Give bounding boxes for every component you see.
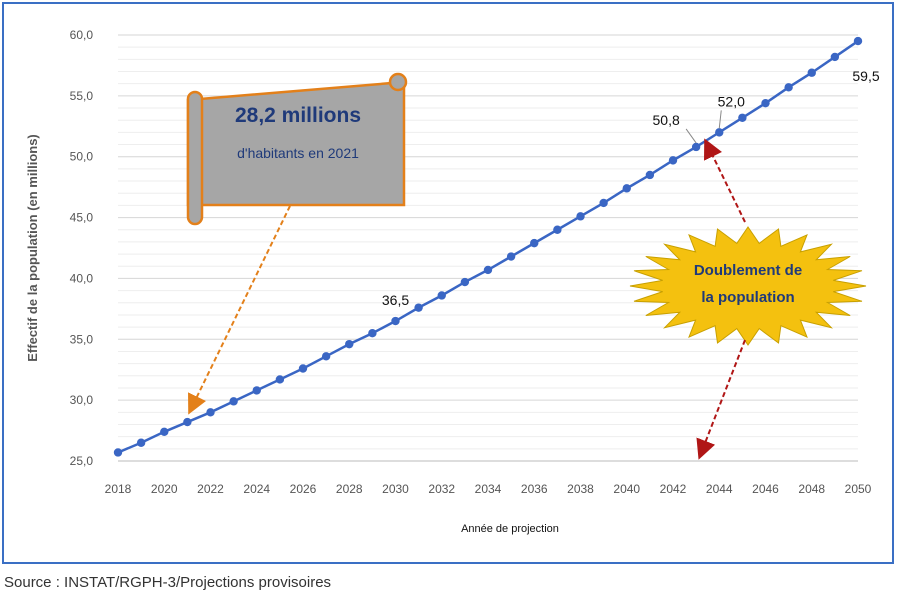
data-point [691, 142, 701, 152]
burst-callout-line1: Doublement de [694, 262, 802, 279]
x-tick-label: 2040 [613, 482, 640, 496]
scroll-callout: 28,2 millions d'habitants en 2021 [186, 72, 408, 226]
burst-callout: Doublement de la population [629, 226, 867, 346]
data-point [715, 128, 724, 137]
x-tick-label: 2050 [845, 482, 872, 496]
data-point [645, 170, 655, 180]
orange-arrow [188, 205, 291, 415]
y-tick-label: 35,0 [70, 332, 94, 346]
x-axis-ticks: 2018 2020 2022 2024 2026 2028 2030 2032 2034 2036… [105, 460, 872, 496]
y-tick-label: 60,0 [70, 28, 94, 42]
population-chart: 25,0 30,0 35,0 40,0 45,0 50,0 55,0 60,0 2018 202… [25, 28, 880, 535]
x-tick-label: 2042 [660, 482, 687, 496]
x-tick-label: 2044 [706, 482, 733, 496]
data-point [414, 303, 423, 312]
data-point [183, 417, 192, 427]
y-tick-label: 25,0 [70, 454, 94, 468]
y-axis-ticks: 25,0 30,0 35,0 40,0 45,0 50,0 55,0 60,0 [70, 28, 94, 468]
data-point [622, 184, 631, 193]
x-tick-label: 2026 [290, 482, 317, 496]
x-tick-label: 2018 [105, 482, 132, 496]
data-label: 50,8 [653, 112, 680, 128]
red-arrow-up [704, 138, 746, 223]
data-label-leader [718, 110, 722, 129]
y-tick-label: 45,0 [70, 211, 94, 225]
y-tick-label: 50,0 [70, 150, 94, 164]
data-point [807, 68, 816, 77]
data-point [738, 113, 747, 122]
x-tick-label: 2048 [798, 482, 825, 496]
x-tick-label: 2020 [151, 482, 178, 496]
x-tick-label: 2038 [567, 482, 594, 496]
data-label: 52,0 [718, 93, 745, 109]
data-point [437, 291, 446, 300]
x-tick-label: 2046 [752, 482, 779, 496]
data-point [391, 316, 400, 326]
x-tick-label: 2022 [197, 482, 224, 496]
x-tick-label: 2030 [382, 482, 409, 496]
data-point [460, 277, 470, 287]
data-labels: 36,5 50,8 52,0 59,5 [382, 68, 880, 308]
data-point [206, 408, 215, 417]
data-point [830, 52, 840, 62]
data-point [530, 238, 539, 248]
data-point [113, 448, 123, 457]
series-points [113, 36, 863, 457]
x-tick-label: 2036 [521, 482, 548, 496]
x-tick-label: 2034 [475, 482, 502, 496]
data-point [761, 98, 770, 108]
y-tick-label: 40,0 [70, 271, 94, 285]
y-tick-label: 30,0 [70, 393, 94, 407]
x-tick-label: 2032 [428, 482, 455, 496]
data-point [229, 397, 238, 406]
data-point [160, 427, 169, 436]
data-label: 36,5 [382, 292, 409, 308]
data-point [321, 352, 331, 361]
data-point [252, 386, 261, 395]
data-point [853, 36, 863, 46]
data-label: 59,5 [852, 68, 879, 84]
data-point [483, 265, 493, 275]
scroll-callout-subtitle: d'habitants en 2021 [237, 145, 359, 161]
burst-callout-line2: la population [701, 289, 794, 306]
data-point [599, 198, 608, 208]
y-tick-label: 55,0 [70, 89, 94, 103]
data-point [136, 438, 146, 447]
source-note: Source : INSTAT/RGPH-3/Projections provi… [4, 574, 332, 591]
x-axis-label: Année de projection [461, 523, 559, 535]
x-tick-label: 2024 [243, 482, 270, 496]
data-point [298, 364, 308, 373]
data-point [506, 252, 516, 261]
data-point [345, 339, 354, 349]
x-tick-label: 2028 [336, 482, 363, 496]
chart-frame [2, 2, 894, 564]
data-point [668, 156, 678, 165]
data-label-leader [685, 128, 697, 144]
data-point [368, 329, 377, 338]
data-point [576, 212, 585, 221]
red-arrow-down [696, 339, 746, 460]
scroll-callout-title: 28,2 millions [235, 104, 361, 127]
y-axis-label: Effectif de la population (en millions) [25, 134, 40, 362]
data-point [784, 83, 793, 92]
data-point [275, 375, 285, 384]
data-point [553, 225, 562, 234]
